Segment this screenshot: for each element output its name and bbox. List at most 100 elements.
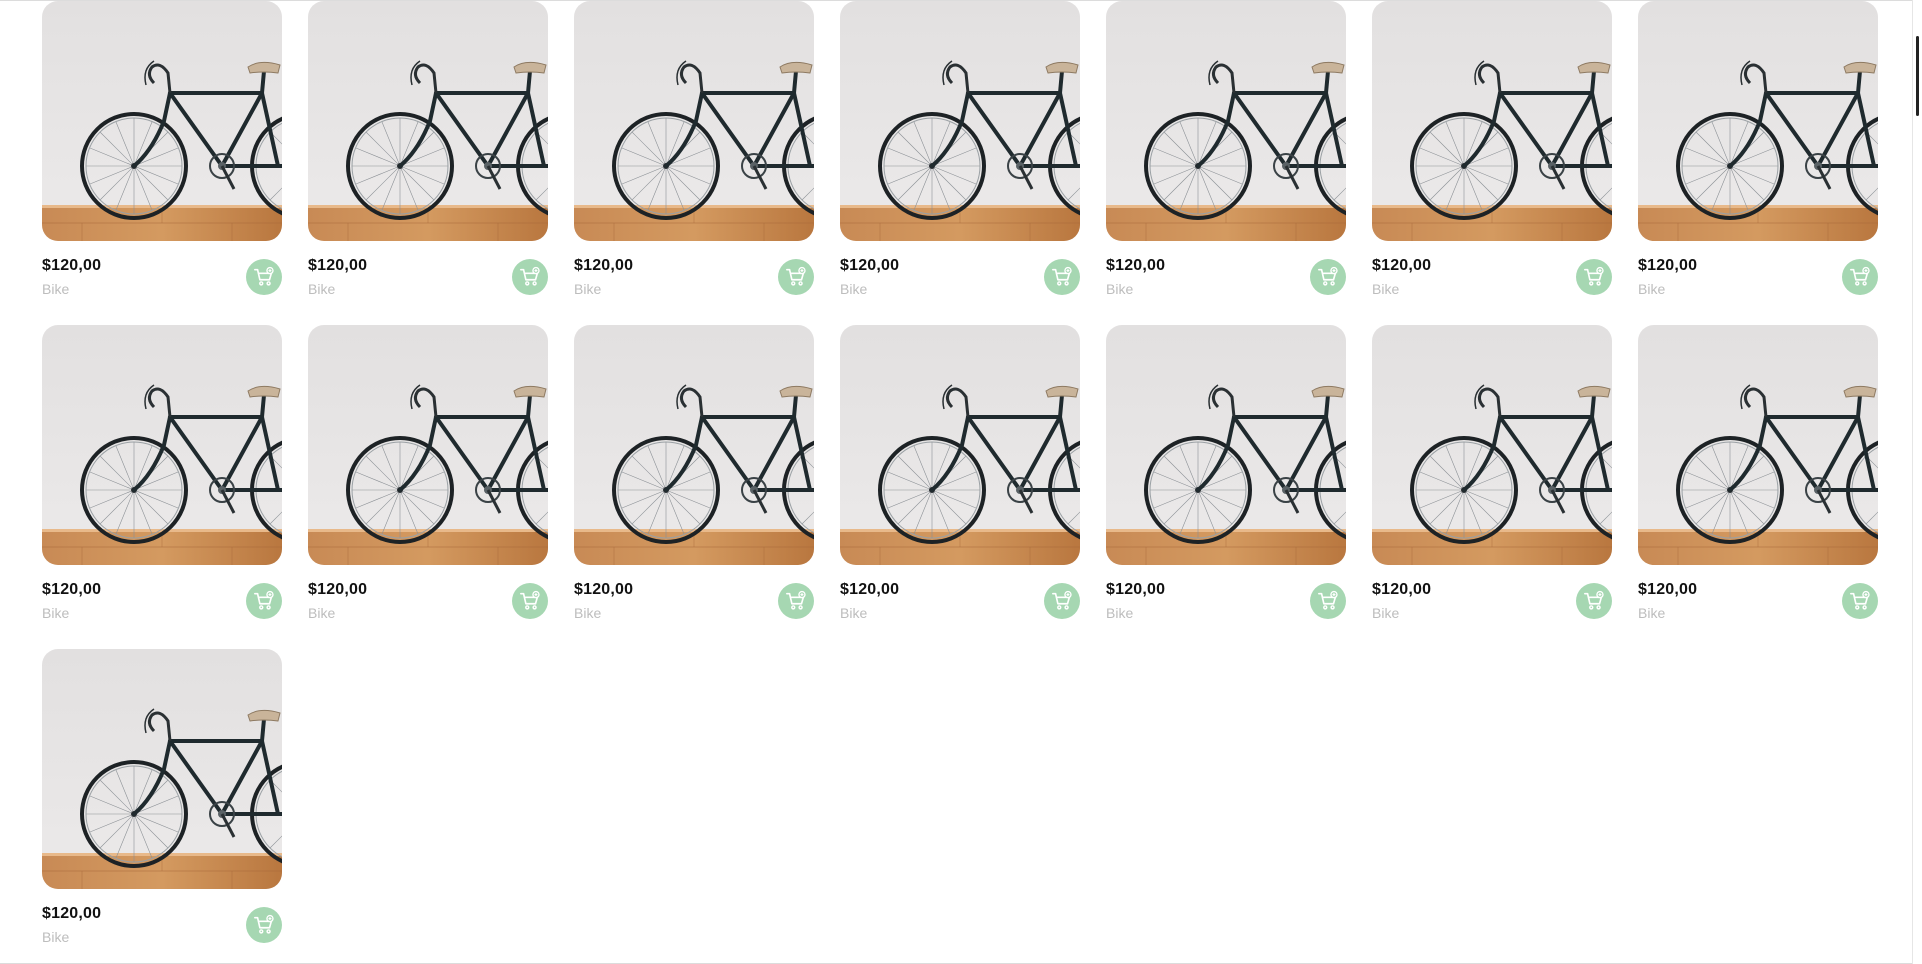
product-card[interactable]: $120,00 Bike bbox=[308, 1, 548, 297]
product-price: $120,00 bbox=[1638, 581, 1698, 598]
cart-add-icon bbox=[1850, 266, 1870, 286]
bike-photo[interactable] bbox=[1638, 1, 1878, 241]
product-card[interactable]: $120,00 Bike bbox=[1106, 325, 1346, 621]
product-info: $120,00 Bike bbox=[840, 257, 1080, 305]
product-name: Bike bbox=[1106, 605, 1134, 621]
add-to-cart-button[interactable] bbox=[246, 583, 282, 619]
add-to-cart-button[interactable] bbox=[1044, 259, 1080, 295]
product-card[interactable]: $120,00 Bike bbox=[308, 325, 548, 621]
product-price: $120,00 bbox=[574, 581, 634, 598]
product-card[interactable]: $120,00 Bike bbox=[42, 649, 282, 945]
product-name: Bike bbox=[1106, 281, 1134, 297]
product-price: $120,00 bbox=[308, 257, 368, 274]
product-info: $120,00 Bike bbox=[308, 581, 548, 629]
cart-add-icon bbox=[786, 266, 806, 286]
product-card[interactable]: $120,00 Bike bbox=[1638, 1, 1878, 297]
bike-photo[interactable] bbox=[308, 1, 548, 241]
product-info: $120,00 Bike bbox=[1372, 257, 1612, 305]
add-to-cart-button[interactable] bbox=[1576, 259, 1612, 295]
product-info: $120,00 Bike bbox=[574, 581, 814, 629]
cart-add-icon bbox=[520, 266, 540, 286]
add-to-cart-button[interactable] bbox=[1310, 583, 1346, 619]
bike-photo[interactable] bbox=[1106, 325, 1346, 565]
product-price: $120,00 bbox=[42, 581, 102, 598]
product-card[interactable]: $120,00 Bike bbox=[1372, 1, 1612, 297]
add-to-cart-button[interactable] bbox=[778, 259, 814, 295]
add-to-cart-button[interactable] bbox=[246, 907, 282, 943]
bike-photo[interactable] bbox=[42, 325, 282, 565]
vertical-scrollbar[interactable] bbox=[1912, 0, 1922, 964]
product-info: $120,00 Bike bbox=[42, 905, 282, 953]
product-info: $120,00 Bike bbox=[840, 581, 1080, 629]
add-to-cart-button[interactable] bbox=[246, 259, 282, 295]
add-to-cart-button[interactable] bbox=[1310, 259, 1346, 295]
add-to-cart-button[interactable] bbox=[512, 583, 548, 619]
product-info: $120,00 Bike bbox=[1106, 581, 1346, 629]
product-card[interactable]: $120,00 Bike bbox=[574, 325, 814, 621]
product-name: Bike bbox=[1372, 605, 1400, 621]
product-card[interactable]: $120,00 Bike bbox=[1106, 1, 1346, 297]
cart-add-icon bbox=[1850, 590, 1870, 610]
bike-photo[interactable] bbox=[1372, 1, 1612, 241]
top-divider bbox=[0, 0, 1922, 1]
product-info: $120,00 Bike bbox=[574, 257, 814, 305]
bike-photo[interactable] bbox=[840, 1, 1080, 241]
add-to-cart-button[interactable] bbox=[1842, 583, 1878, 619]
cart-add-icon bbox=[1052, 266, 1072, 286]
cart-add-icon bbox=[1318, 266, 1338, 286]
product-name: Bike bbox=[308, 281, 336, 297]
product-price: $120,00 bbox=[308, 581, 368, 598]
bike-photo[interactable] bbox=[1372, 325, 1612, 565]
product-card[interactable]: $120,00 Bike bbox=[574, 1, 814, 297]
product-card[interactable]: $120,00 Bike bbox=[1372, 325, 1612, 621]
cart-add-icon bbox=[1584, 266, 1604, 286]
bike-photo[interactable] bbox=[574, 325, 814, 565]
product-price: $120,00 bbox=[840, 581, 900, 598]
scrollbar-thumb[interactable] bbox=[1916, 36, 1919, 116]
product-price: $120,00 bbox=[840, 257, 900, 274]
add-to-cart-button[interactable] bbox=[1842, 259, 1878, 295]
product-card[interactable]: $120,00 Bike bbox=[1638, 325, 1878, 621]
product-price: $120,00 bbox=[1106, 257, 1166, 274]
bike-photo[interactable] bbox=[574, 1, 814, 241]
add-to-cart-button[interactable] bbox=[1576, 583, 1612, 619]
product-name: Bike bbox=[1638, 605, 1666, 621]
bike-photo[interactable] bbox=[42, 1, 282, 241]
bike-photo[interactable] bbox=[42, 649, 282, 889]
product-name: Bike bbox=[42, 605, 70, 621]
product-name: Bike bbox=[840, 605, 868, 621]
product-info: $120,00 Bike bbox=[1372, 581, 1612, 629]
bike-photo[interactable] bbox=[1638, 325, 1878, 565]
product-grid: $120,00 Bike bbox=[42, 1, 1878, 945]
product-price: $120,00 bbox=[1638, 257, 1698, 274]
bike-photo[interactable] bbox=[308, 325, 548, 565]
cart-add-icon bbox=[786, 590, 806, 610]
product-info: $120,00 Bike bbox=[1638, 257, 1878, 305]
product-name: Bike bbox=[1372, 281, 1400, 297]
bike-photo[interactable] bbox=[1106, 1, 1346, 241]
product-info: $120,00 Bike bbox=[308, 257, 548, 305]
cart-add-icon bbox=[1052, 590, 1072, 610]
product-name: Bike bbox=[574, 281, 602, 297]
add-to-cart-button[interactable] bbox=[512, 259, 548, 295]
product-price: $120,00 bbox=[1372, 257, 1432, 274]
add-to-cart-button[interactable] bbox=[1044, 583, 1080, 619]
product-card[interactable]: $120,00 Bike bbox=[840, 1, 1080, 297]
product-price: $120,00 bbox=[42, 257, 102, 274]
product-info: $120,00 Bike bbox=[42, 257, 282, 305]
product-name: Bike bbox=[574, 605, 602, 621]
cart-add-icon bbox=[254, 590, 274, 610]
product-card[interactable]: $120,00 Bike bbox=[42, 325, 282, 621]
product-price: $120,00 bbox=[1106, 581, 1166, 598]
cart-add-icon bbox=[1584, 590, 1604, 610]
product-card[interactable]: $120,00 Bike bbox=[840, 325, 1080, 621]
product-card[interactable]: $120,00 Bike bbox=[42, 1, 282, 297]
product-name: Bike bbox=[1638, 281, 1666, 297]
bike-photo[interactable] bbox=[840, 325, 1080, 565]
product-name: Bike bbox=[42, 929, 70, 945]
cart-add-icon bbox=[254, 914, 274, 934]
product-price: $120,00 bbox=[42, 905, 102, 922]
product-name: Bike bbox=[840, 281, 868, 297]
add-to-cart-button[interactable] bbox=[778, 583, 814, 619]
